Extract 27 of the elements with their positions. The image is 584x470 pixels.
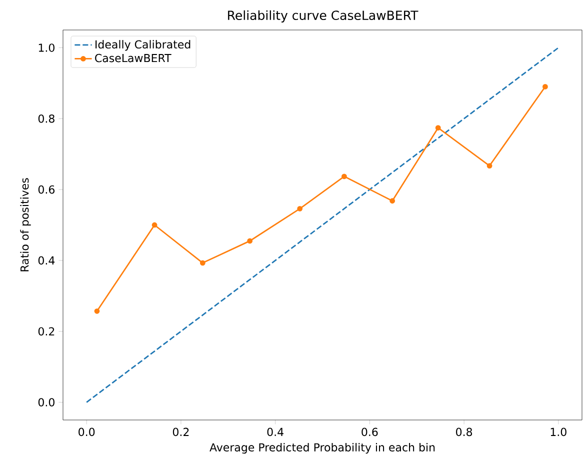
y-tick-label: 0.8 — [38, 114, 54, 123]
point — [486, 163, 492, 168]
x-tick-label: 0.6 — [362, 428, 378, 436]
y-tick-label: 1.0 — [38, 44, 54, 52]
x-tick-label: 1.0 — [550, 428, 566, 436]
point — [94, 308, 100, 314]
chart-title: Reliability curve CaseLawBERT — [228, 10, 418, 22]
x-axis-title: Average Predicted Probability in each bin — [210, 442, 435, 454]
legend-label: CaseLawBERT — [95, 54, 172, 62]
point — [247, 238, 253, 244]
y-tick-label: 0.2 — [38, 327, 54, 336]
point — [297, 206, 303, 212]
y-tick-label: 0.4 — [38, 256, 55, 265]
x-tick-label: 0.2 — [172, 428, 189, 436]
x-tick-label: 0.0 — [78, 428, 95, 436]
point — [200, 260, 206, 266]
y-tick-label: 0.0 — [38, 398, 54, 406]
point — [342, 174, 347, 180]
y-axis-title: Ratio of positives — [20, 178, 31, 272]
x-tick-label: 0.8 — [456, 428, 472, 436]
point — [390, 198, 396, 204]
legend-label: Ideally Calibrated — [96, 40, 190, 51]
x-tick-label: 0.4 — [267, 428, 284, 436]
point — [435, 125, 441, 131]
point — [152, 222, 158, 228]
point — [542, 84, 548, 90]
y-tick-label: 0.6 — [38, 185, 55, 194]
